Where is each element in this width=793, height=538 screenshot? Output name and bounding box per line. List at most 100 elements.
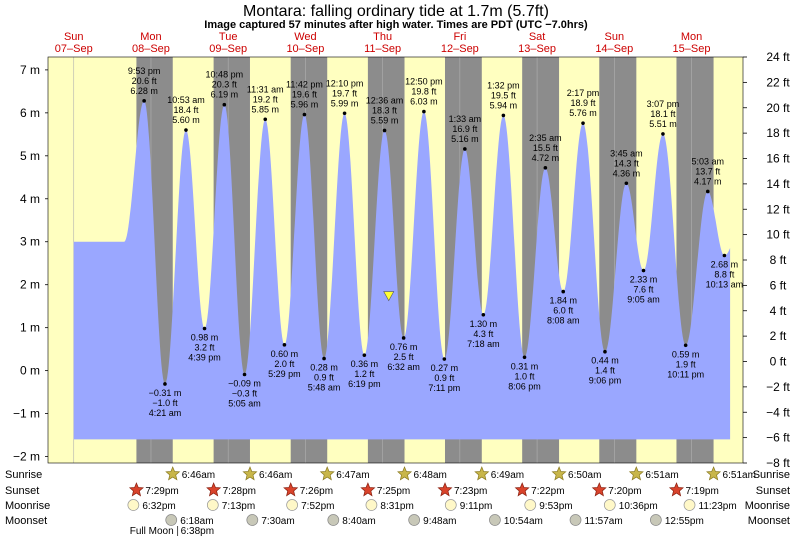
low-tide-label: −1.0 ft — [152, 398, 178, 408]
low-tide-label: 1.9 ft — [676, 359, 697, 369]
day-of-week-label: Sun — [64, 31, 84, 43]
low-tide-label: 0.59 m — [672, 349, 700, 359]
low-tide-label: 9:06 pm — [589, 376, 622, 386]
high-tide-point — [501, 113, 506, 118]
high-tide-label: 4.36 m — [613, 168, 641, 178]
right-axis-tick-label: 10 ft — [766, 228, 790, 242]
moonrise-time: 11:23pm — [699, 501, 737, 512]
date-label: 08–Sep — [132, 43, 170, 55]
high-tide-label: 14.3 ft — [614, 158, 640, 168]
date-label: 15–Sep — [673, 43, 711, 55]
sunrise-time: 6:46am — [182, 470, 215, 481]
sunrise-icon — [706, 466, 722, 481]
tide-area — [73, 101, 731, 440]
moonset-time: 8:40am — [342, 516, 375, 527]
high-tide-label: 11:31 am — [247, 84, 284, 94]
left-axis-tick-label: 5 m — [20, 149, 40, 163]
row-label-left: Moonrise — [5, 500, 50, 512]
high-tide-label: 12:36 am — [366, 95, 404, 105]
day-of-week-label: Fri — [453, 31, 466, 43]
right-axis-tick-label: −4 ft — [766, 405, 790, 419]
low-tide-label: 0.60 m — [271, 349, 299, 359]
right-axis-tick-label: 8 ft — [770, 253, 787, 267]
sunset-icon — [437, 482, 453, 497]
row-label-right: Sunset — [756, 485, 790, 497]
high-tide-label: 5.96 m — [291, 100, 319, 110]
low-tide-label: 1.4 ft — [595, 366, 616, 376]
sunset-icon — [206, 482, 222, 497]
low-tide-label: 8:08 am — [547, 316, 580, 326]
low-tide-point — [722, 253, 727, 258]
right-axis-tick-label: 20 ft — [766, 101, 790, 115]
row-label-right: Moonset — [748, 515, 790, 527]
low-tide-label: 10:11 pm — [667, 369, 704, 379]
day-of-week-label: Sat — [529, 31, 546, 43]
low-tide-label: 4:39 pm — [188, 353, 221, 363]
low-tide-point — [561, 289, 566, 294]
moonrise-icon — [444, 499, 457, 511]
sunset-time: 7:26pm — [300, 486, 333, 497]
high-tide-label: 5:03 am — [692, 156, 725, 166]
sunset-time: 7:20pm — [608, 486, 641, 497]
sunset-time: 7:25pm — [377, 486, 410, 497]
high-tide-label: 3:07 pm — [647, 99, 680, 109]
row-label-left: Sunset — [5, 485, 39, 497]
date-label: 12–Sep — [441, 43, 479, 55]
sunset-icon — [128, 482, 144, 497]
high-tide-label: 5.85 m — [251, 104, 279, 114]
right-axis-tick-label: 16 ft — [766, 152, 790, 166]
high-tide-point — [342, 111, 347, 116]
sunrise-icon — [551, 466, 567, 481]
high-tide-label: 1:32 pm — [487, 80, 520, 90]
moonrise-icon — [127, 499, 140, 511]
high-tide-point — [263, 117, 268, 122]
low-tide-point — [202, 326, 207, 331]
high-tide-label: 2:17 pm — [567, 88, 600, 98]
high-tide-label: 6.03 m — [410, 97, 438, 107]
high-tide-label: 20.6 ft — [132, 76, 158, 86]
moonset-time: 12:55pm — [665, 516, 704, 527]
sunrise-time: 6:51am — [723, 470, 756, 481]
low-tide-label: 1.84 m — [549, 296, 577, 306]
low-tide-label: 0.76 m — [390, 342, 418, 352]
moonset-time: 9:48am — [423, 516, 456, 527]
sunrise-time: 6:51am — [645, 470, 678, 481]
moonrise-icon — [365, 499, 378, 511]
sunset-icon — [591, 482, 607, 497]
low-tide-label: −0.09 m — [228, 378, 261, 388]
low-tide-label: 1.0 ft — [515, 371, 536, 381]
low-tide-label: 0.28 m — [310, 363, 338, 373]
right-axis-feet: 24 ft 22 ft 20 ft 18 ft 16 ft 14 ft 12 ft 10 ft… — [743, 50, 791, 470]
date-label: 14–Sep — [595, 43, 633, 55]
high-tide-label: 6.19 m — [211, 90, 239, 100]
row-label-left: Sunrise — [5, 469, 42, 481]
high-tide-label: 19.7 ft — [332, 88, 358, 98]
moonset-icon — [246, 514, 259, 526]
moonset-icon — [489, 514, 501, 526]
low-tide-label: −0.3 ft — [232, 388, 258, 398]
low-tide-label: 2.5 ft — [394, 352, 415, 362]
high-tide-label: 10:48 pm — [206, 70, 244, 80]
left-axis-tick-label: 3 m — [20, 235, 40, 249]
low-tide-label: 0.98 m — [191, 333, 219, 343]
sunrise-icon — [165, 466, 181, 481]
moonrise-icon — [603, 499, 616, 511]
high-tide-label: 11:42 pm — [286, 80, 323, 90]
right-axis-tick-label: 0 ft — [770, 355, 787, 369]
chart-subtitle: Image captured 57 minutes after high wat… — [204, 19, 588, 31]
low-tide-label: 8:06 pm — [508, 381, 541, 391]
high-tide-label: 18.4 ft — [173, 105, 199, 115]
row-label-right: Sunrise — [753, 469, 790, 481]
low-tide-label: 2.33 m — [630, 275, 658, 285]
sunset-time: 7:23pm — [454, 486, 487, 497]
sunset-icon — [283, 482, 299, 497]
moonset-icon — [408, 514, 421, 526]
high-tide-label: 19.5 ft — [491, 90, 517, 100]
high-tide-point — [705, 189, 710, 194]
date-label: 09–Sep — [209, 43, 247, 55]
low-tide-label: 5:05 am — [228, 398, 261, 408]
low-tide-label: −0.31 m — [149, 388, 182, 398]
